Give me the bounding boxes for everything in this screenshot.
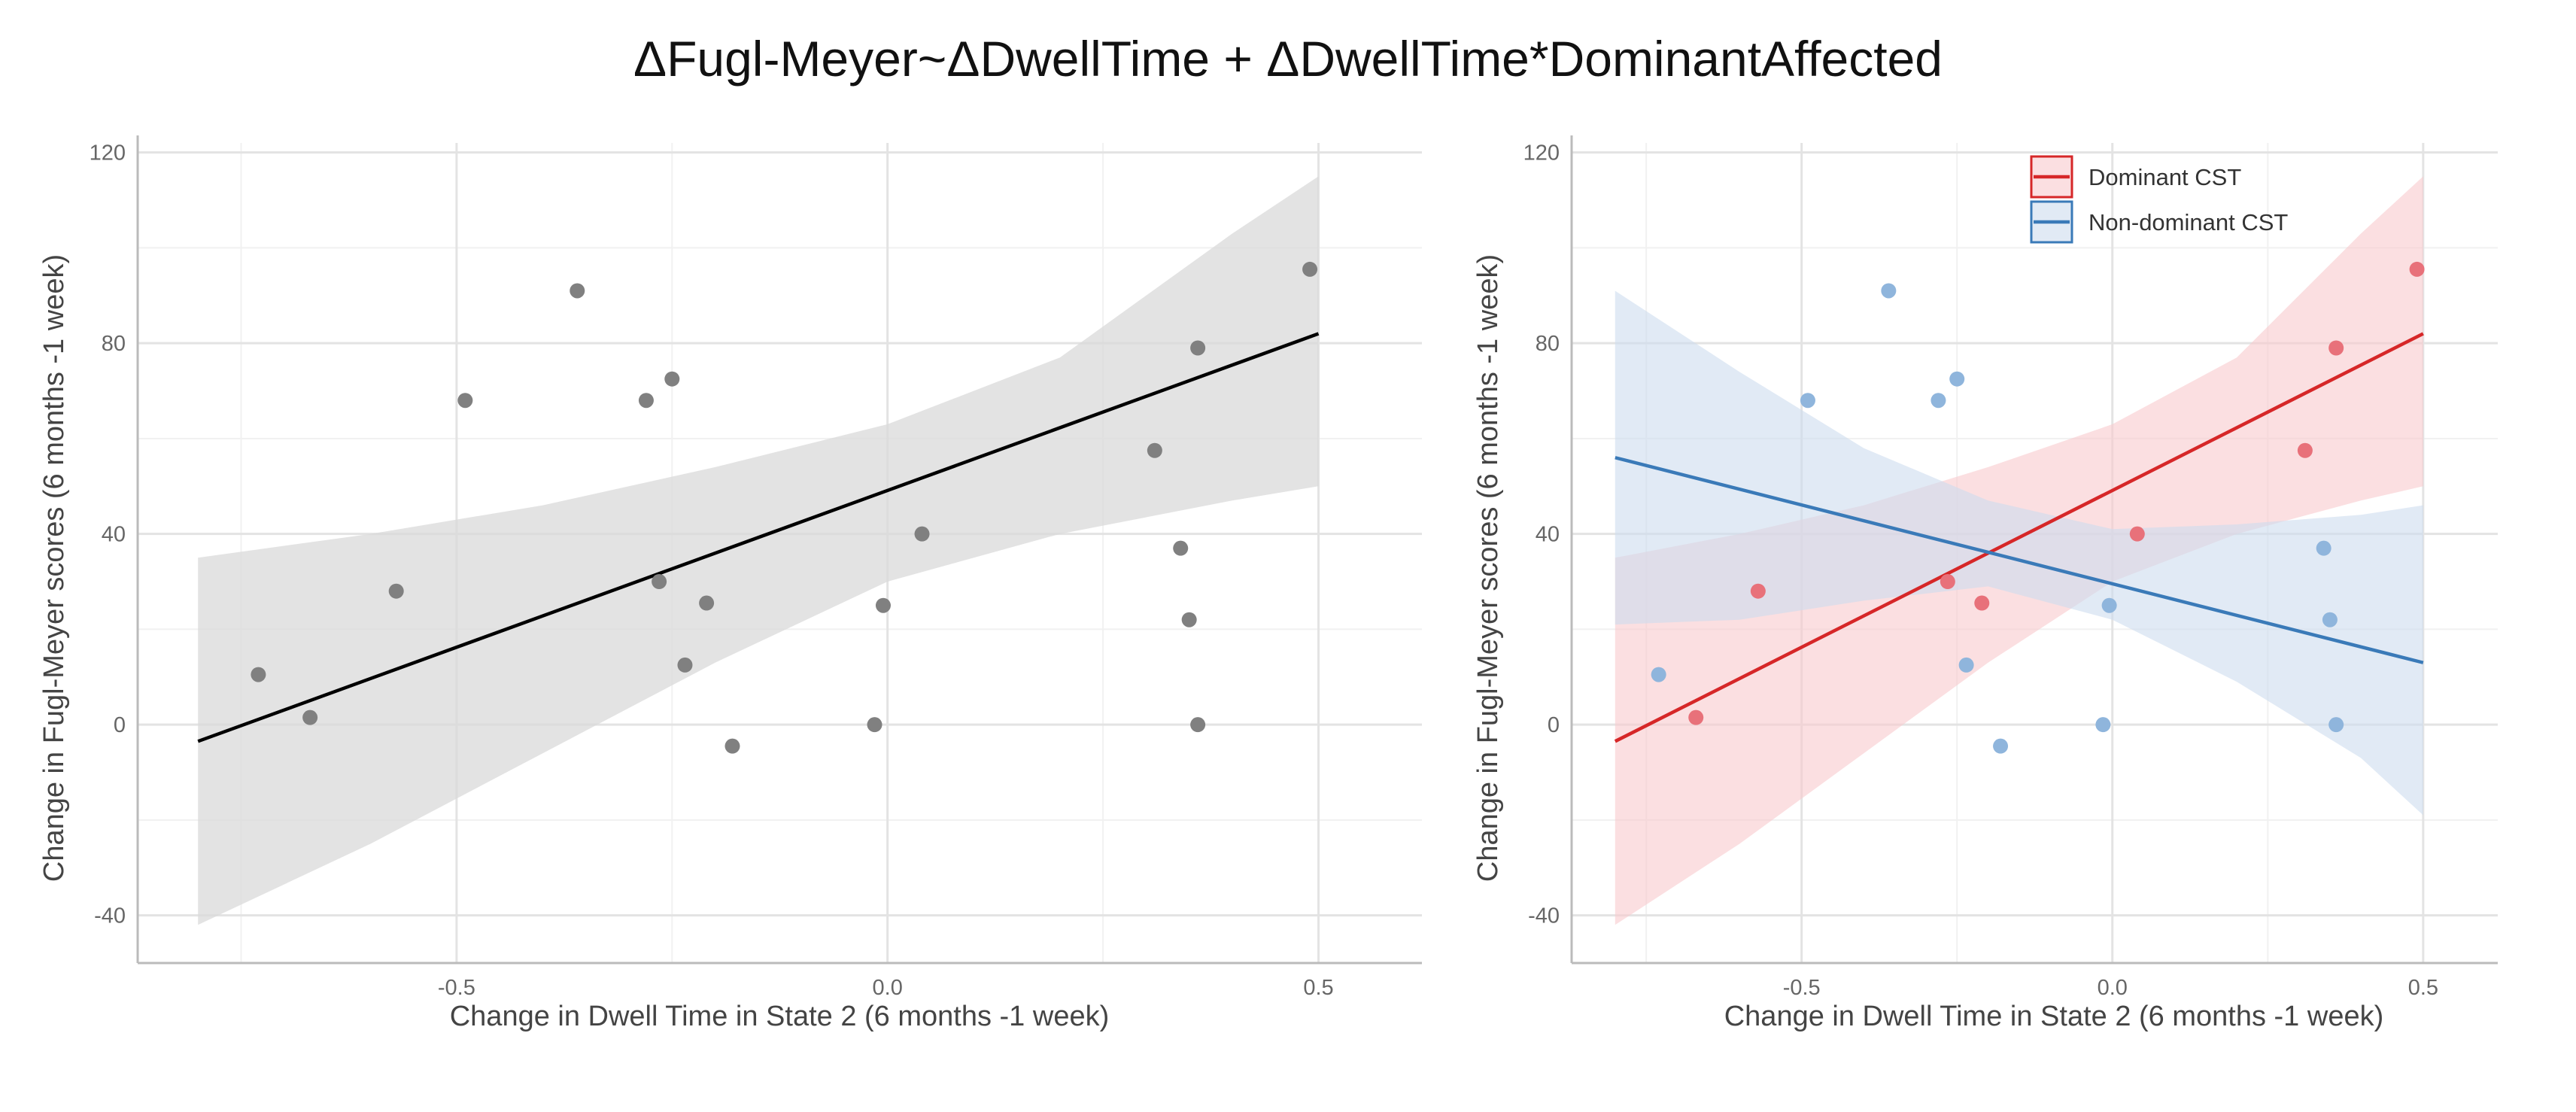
data-point bbox=[302, 709, 318, 725]
data-point bbox=[2129, 526, 2145, 542]
data-point bbox=[677, 657, 693, 673]
confidence-band bbox=[198, 176, 1319, 925]
data-point bbox=[2409, 261, 2425, 277]
data-point bbox=[1190, 340, 1206, 356]
regression-line bbox=[1615, 456, 2424, 664]
legend: Dominant CST Non-dominant CST bbox=[2030, 155, 2288, 244]
data-point bbox=[2101, 597, 2117, 613]
data-point bbox=[867, 717, 882, 733]
data-point bbox=[2328, 340, 2344, 356]
confidence-band bbox=[1615, 290, 2423, 816]
y-tick-label: 120 bbox=[1523, 141, 1560, 166]
x-tick-label: -0.5 bbox=[1783, 976, 1821, 1000]
y-axis-title: Change in Fugl-Meyer scores (6 months -1… bbox=[38, 254, 70, 882]
grid bbox=[138, 143, 1422, 963]
figure-title: ΔFugl-Meyer~ΔDwellTime + ΔDwellTime*Domi… bbox=[633, 31, 1943, 87]
data-point bbox=[388, 583, 404, 599]
data-point bbox=[2095, 717, 2111, 733]
y-tick-label: 0 bbox=[114, 713, 126, 737]
y-tick-label: 0 bbox=[1548, 713, 1560, 737]
data-point bbox=[2297, 442, 2313, 458]
regression-line bbox=[1614, 332, 2424, 743]
data-point bbox=[1181, 612, 1197, 627]
data-point bbox=[1651, 667, 1666, 682]
legend-label: Non-dominant CST bbox=[2088, 209, 2288, 235]
data-point bbox=[1949, 371, 1965, 387]
data-point bbox=[638, 393, 654, 409]
y-tick-label: -40 bbox=[1528, 904, 1560, 928]
data-point bbox=[1750, 583, 1766, 599]
y-axis-title: Change in Fugl-Meyer scores (6 months -1… bbox=[1472, 254, 1504, 882]
data-point bbox=[1800, 393, 1815, 409]
data-point bbox=[875, 597, 891, 613]
x-tick-label: -0.5 bbox=[438, 976, 475, 1000]
x-axis-title: Change in Dwell Time in State 2 (6 month… bbox=[1724, 1001, 2384, 1032]
data-point bbox=[1930, 393, 1946, 409]
data-point bbox=[251, 667, 266, 682]
data-point bbox=[457, 393, 473, 409]
y-tick-label: 80 bbox=[1536, 332, 1560, 356]
data-point bbox=[699, 595, 715, 611]
y-tick-label: 40 bbox=[1536, 523, 1560, 547]
data-point bbox=[2328, 717, 2344, 733]
data-point bbox=[1974, 595, 1990, 611]
data-point bbox=[1190, 717, 1206, 733]
y-tick-label: -40 bbox=[94, 904, 126, 928]
regression-line bbox=[197, 332, 1320, 743]
data-point bbox=[914, 526, 930, 542]
data-point bbox=[1173, 540, 1189, 556]
y-tick-label: 40 bbox=[102, 523, 126, 547]
y-tick-label: 80 bbox=[102, 332, 126, 356]
data-point bbox=[570, 283, 585, 299]
panel-by-cst-fit: -0.5 0.0 0.5 -40 0 40 80 120 Change in Dwell Tim… bbox=[1472, 135, 2498, 1032]
data-point bbox=[1940, 574, 1955, 590]
data-point bbox=[1958, 657, 1974, 673]
legend-label: Dominant CST bbox=[2088, 164, 2241, 190]
data-point bbox=[1147, 442, 1162, 458]
x-tick-label: 0.0 bbox=[873, 976, 903, 1000]
data-point bbox=[664, 371, 680, 387]
data-point bbox=[1302, 261, 1318, 277]
x-tick-label: 0.5 bbox=[1303, 976, 1333, 1000]
x-axis-title: Change in Dwell Time in State 2 (6 month… bbox=[450, 1001, 1110, 1032]
x-tick-label: 0.5 bbox=[2408, 976, 2438, 1000]
data-point bbox=[724, 738, 740, 754]
data-point bbox=[1993, 738, 2009, 754]
data-point bbox=[2316, 540, 2331, 556]
x-tick-label: 0.0 bbox=[2098, 976, 2128, 1000]
data-point bbox=[652, 574, 667, 590]
y-tick-label: 120 bbox=[90, 141, 126, 166]
panel-combined-fit: -0.5 0.0 0.5 -40 0 40 80 120 Change in Dwell Tim… bbox=[38, 135, 1422, 1032]
data-point bbox=[2322, 612, 2338, 627]
data-point bbox=[1688, 709, 1704, 725]
data-point bbox=[1881, 283, 1897, 299]
